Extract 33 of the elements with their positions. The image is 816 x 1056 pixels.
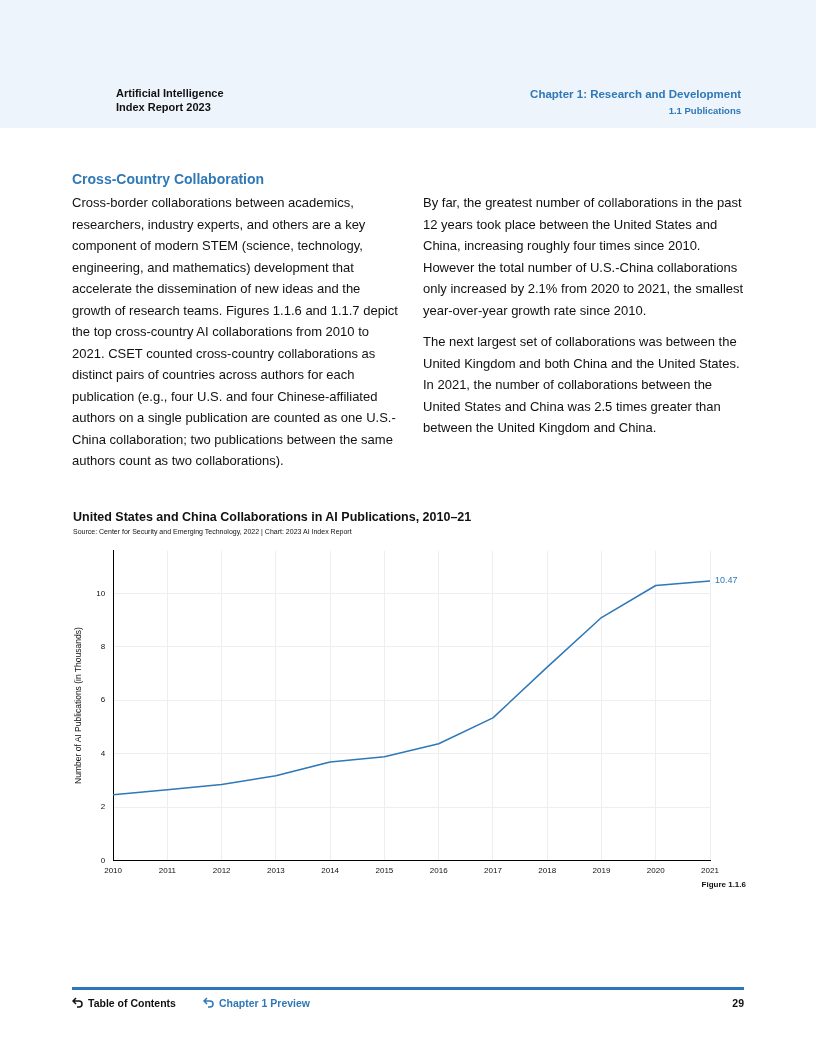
text: 1.1 Publications bbox=[668, 105, 741, 116]
text: 29 bbox=[732, 997, 744, 1009]
text: Chapter 1: Research and Development bbox=[530, 88, 741, 100]
x-tick-label: 2013 bbox=[266, 866, 286, 876]
x-tick-label: 2011 bbox=[158, 866, 177, 876]
text: Chapter 1 Preview bbox=[218, 997, 311, 1009]
text: Artificial Intelligence bbox=[116, 86, 224, 100]
x-tick-label: 2012 bbox=[212, 866, 232, 876]
y-tick-label: 4 bbox=[100, 748, 106, 758]
x-tick-label: 2017 bbox=[484, 866, 503, 876]
x-tick-label: 2010 bbox=[104, 866, 123, 876]
text: Cross-Country Collaboration bbox=[72, 171, 265, 187]
x-tick-label: 2021 bbox=[701, 866, 720, 876]
text: The next largest set of collaborations was between the United Kingdom and both China and the United States. In 2021, the number of collaborations between the United States and China was 2.5 times greater than between the United Kingdom and China. bbox=[423, 333, 741, 437]
text: By far, the greatest number of collaborations in the past 12 years took place between the United States and China, increasing roughly four times since 2010. However the total number of U.S.-China collaborations only increased by 2.1% from 2020 to 2021, the smallest year-over-year growth rate since 2010. bbox=[423, 194, 745, 320]
x-tick-label: 2019 bbox=[592, 866, 611, 876]
y-axis-title: Number of AI Publications (in Thousands) bbox=[73, 627, 84, 784]
chart-title: United States and China Collaborations in AI Publications, 2010–21 bbox=[73, 510, 472, 524]
x-tick-label: 2016 bbox=[429, 866, 449, 876]
x-tick-label: 2015 bbox=[375, 866, 394, 876]
x-tick-label: 2014 bbox=[321, 866, 340, 876]
text: Table of Contents bbox=[87, 997, 176, 1009]
text: Index Report 2023 bbox=[116, 100, 211, 114]
data-label: 10.47 bbox=[715, 575, 738, 586]
y-tick-label: 0 bbox=[100, 855, 106, 865]
y-tick-label: 6 bbox=[100, 695, 106, 705]
x-tick-label: 2018 bbox=[538, 866, 557, 876]
y-tick-label: 8 bbox=[100, 642, 106, 652]
caption: Figure 1.1.6 bbox=[701, 880, 746, 889]
y-tick-label: 10 bbox=[96, 588, 106, 598]
text: Cross-border collaborations between academics, researchers, industry experts, and others are a key component of modern STEM (science, technology, engineering, and mathematics) development that accelerate the dissemination of new ideas and the growth of research teams. Figures 1.1.6 and 1.1.7 depict the top cross-country AI collaborations from 2010 to 2021. CSET counted cross-country collaborations as distinct pairs of countries across authors for each publication (e.g., four U.S. and four Chinese-affiliated authors on a single publication are counted as one U.S.-China collaboration; two publications between the same authors count as two collaborations). bbox=[72, 195, 398, 468]
x-tick-label: 2020 bbox=[646, 866, 666, 876]
y-tick-label: 2 bbox=[100, 802, 106, 812]
